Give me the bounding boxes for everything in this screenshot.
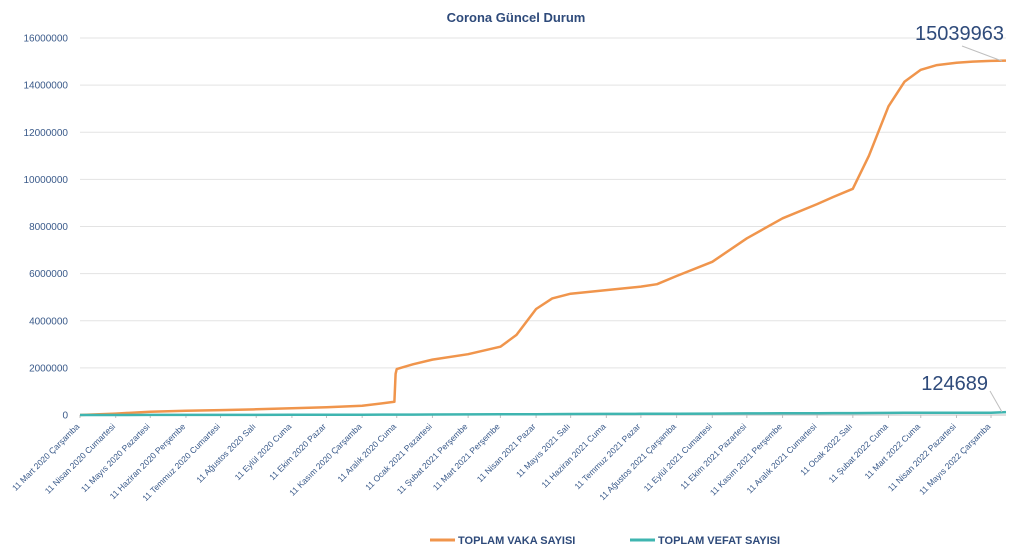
x-tick-label: 11 Mayıs 2022 Çarşamba: [917, 421, 993, 497]
y-tick-label: 2000000: [29, 363, 68, 374]
series-lines: [79, 59, 1007, 417]
y-tick-label: 14000000: [24, 81, 69, 92]
x-tick-label: 11 Eylül 2021 Cumartesi: [642, 421, 714, 493]
callout-total-cases: 15039963: [915, 23, 1004, 45]
y-tick-label: 8000000: [29, 222, 68, 233]
legend-item-deaths: TOPLAM VEFAT SAYISI: [630, 535, 780, 547]
y-tick-label: 16000000: [24, 34, 69, 45]
y-tick-label: 4000000: [29, 316, 68, 327]
x-tick-label: 11 Aralık 2020 Cuma: [335, 421, 398, 484]
x-tick-label: 11 Temmuz 2021 Pazar: [572, 421, 642, 491]
y-tick-label: 6000000: [29, 269, 68, 280]
x-tick-label: 11 Mart 2020 Çarşamba: [10, 421, 82, 493]
legend-label-deaths: TOPLAM VEFAT SAYISI: [658, 535, 780, 547]
callout-leader-cases: [961, 45, 1003, 62]
y-tick-label: 10000000: [24, 175, 69, 186]
series-line-total-cases: [79, 59, 1007, 417]
callout-total-deaths: 124689: [921, 373, 988, 395]
series-line-total-deaths: [80, 410, 1007, 417]
y-axis-ticks: 0 2000000 4000000 6000000 8000000 10000000 120…: [24, 34, 69, 422]
legend-item-cases: TOPLAM VAKA SAYISI: [430, 535, 575, 547]
x-tick-label: 11 Ekim 2021 Pazartesi: [678, 421, 748, 491]
legend: TOPLAM VAKA SAYISI TOPLAM VEFAT SAYISI: [430, 535, 780, 547]
x-tick-label: 11 Mayıs 2020 Pazartesi: [79, 421, 152, 494]
x-tick-label: 11 Haziran 2021 Cuma: [539, 421, 608, 490]
annotations: 15039963 124689: [915, 23, 1004, 413]
gridlines: [80, 37, 1006, 416]
x-tick-label: 11 Nisan 2022 Pazartesi: [886, 421, 958, 493]
callout-leader-deaths: [989, 390, 1003, 413]
x-tick-label: 11 Nisan 2020 Cumartesi: [43, 421, 118, 496]
x-tick-label: 11 Mart 2021 Perşembe: [431, 421, 502, 492]
y-tick-label: 0: [62, 411, 68, 422]
x-tick-label: 11 Aralık 2021 Cumartesi: [744, 421, 818, 495]
x-tick-label: 11 Şubat 2022 Cuma: [826, 421, 890, 485]
legend-label-cases: TOPLAM VAKA SAYISI: [458, 535, 575, 547]
x-tick-label: 11 Ağustos 2020 Salı: [194, 421, 257, 484]
y-tick-label: 12000000: [24, 128, 69, 139]
chart-title: Corona Güncel Durum: [447, 10, 586, 25]
x-tick-label: 11 Ocak 2021 Pazartesi: [363, 421, 434, 492]
